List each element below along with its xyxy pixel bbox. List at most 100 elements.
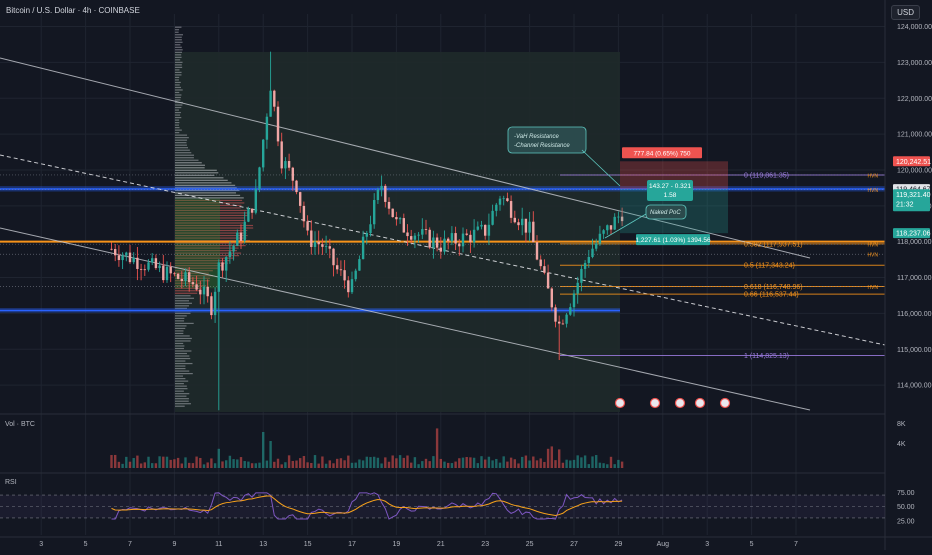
candle-body[interactable] [450, 233, 454, 242]
candle-body[interactable] [269, 90, 272, 117]
candle-body[interactable] [432, 237, 435, 248]
candle-body[interactable] [121, 255, 124, 261]
candle-body[interactable] [465, 233, 468, 235]
candle-body[interactable] [565, 314, 568, 324]
candle-body[interactable] [521, 218, 524, 226]
candle-body[interactable] [487, 224, 491, 236]
candle-body[interactable] [398, 218, 402, 220]
candle-body[interactable] [384, 185, 387, 202]
candle-body[interactable] [424, 229, 428, 230]
candle-body[interactable] [369, 224, 372, 233]
candle-body[interactable] [262, 139, 265, 168]
event-marker-icon[interactable] [649, 397, 661, 409]
candle-body[interactable] [236, 232, 239, 246]
candle-body[interactable] [213, 291, 217, 316]
event-marker-icon[interactable] [614, 397, 626, 409]
candle-body[interactable] [206, 286, 209, 297]
candle-body[interactable] [306, 221, 309, 231]
candle-body[interactable] [550, 288, 553, 308]
candle-body[interactable] [321, 244, 324, 247]
candle-body[interactable] [517, 222, 520, 226]
candle-body[interactable] [188, 272, 191, 283]
candle-body[interactable] [472, 229, 476, 243]
candle-body[interactable] [595, 243, 598, 249]
candle-body[interactable] [591, 248, 594, 258]
candle-body[interactable] [532, 221, 535, 243]
candle-body[interactable] [354, 270, 357, 280]
event-marker-icon[interactable] [674, 397, 686, 409]
candle-body[interactable] [176, 273, 180, 279]
candle-body[interactable] [417, 234, 420, 236]
candle-body[interactable] [572, 293, 576, 308]
candle-body[interactable] [606, 225, 609, 231]
candle-body[interactable] [147, 262, 150, 270]
candle-body[interactable] [421, 229, 424, 235]
candle-body[interactable] [210, 296, 213, 316]
candle-body[interactable] [373, 200, 376, 225]
candle-body[interactable] [569, 307, 572, 315]
candle-body[interactable] [361, 236, 365, 260]
candle-body[interactable] [125, 252, 128, 256]
candle-body[interactable] [250, 208, 254, 213]
candle-body[interactable] [199, 289, 202, 295]
candle-body[interactable] [276, 106, 280, 142]
candle-body[interactable] [413, 235, 417, 240]
candle-body[interactable] [469, 234, 472, 243]
candle-body[interactable] [128, 252, 132, 263]
candle-body[interactable] [617, 216, 620, 218]
candle-body[interactable] [313, 241, 317, 247]
candle-body[interactable] [143, 269, 146, 271]
candle-body[interactable] [395, 217, 398, 220]
candle-body[interactable] [476, 226, 479, 230]
candle-body[interactable] [184, 272, 187, 281]
candle-body[interactable] [491, 210, 494, 225]
candle-body[interactable] [191, 282, 195, 285]
candle-body[interactable] [254, 188, 257, 213]
candle-body[interactable] [328, 246, 331, 249]
candle-body[interactable] [484, 224, 487, 236]
candle-body[interactable] [347, 280, 350, 293]
candle-body[interactable] [339, 269, 343, 271]
candle-body[interactable] [132, 257, 135, 263]
candle-body[interactable] [613, 216, 616, 230]
candle-body[interactable] [169, 266, 172, 274]
candle-body[interactable] [280, 141, 283, 169]
candle-body[interactable] [509, 201, 513, 218]
candle-body[interactable] [310, 230, 313, 247]
candle-body[interactable] [154, 258, 158, 269]
event-marker-icon[interactable] [694, 397, 706, 409]
candle-body[interactable] [195, 284, 198, 290]
candle-body[interactable] [620, 216, 624, 222]
candle-body[interactable] [447, 238, 450, 242]
candle-body[interactable] [273, 90, 276, 107]
candle-body[interactable] [295, 180, 298, 193]
candle-body[interactable] [554, 307, 557, 322]
candle-body[interactable] [265, 116, 269, 140]
candle-body[interactable] [406, 232, 409, 237]
candle-body[interactable] [576, 282, 579, 294]
candle-body[interactable] [162, 265, 165, 281]
candle-body[interactable] [350, 279, 354, 293]
candle-body[interactable] [609, 225, 613, 230]
candle-body[interactable] [165, 266, 169, 281]
candle-body[interactable] [583, 262, 587, 269]
candle-body[interactable] [439, 247, 442, 252]
candle-body[interactable] [110, 248, 113, 250]
candle-body[interactable] [535, 242, 539, 260]
candle-body[interactable] [365, 232, 368, 237]
candle-body[interactable] [299, 192, 302, 206]
candle-body[interactable] [332, 248, 335, 266]
candle-body[interactable] [458, 243, 461, 247]
candle-body[interactable] [561, 323, 565, 325]
candle-body[interactable] [287, 161, 291, 168]
candle-body[interactable] [136, 257, 139, 269]
candle-body[interactable] [380, 185, 383, 190]
candle-body[interactable] [114, 249, 117, 256]
candle-body[interactable] [498, 198, 502, 205]
candle-body[interactable] [602, 230, 605, 234]
candle-body[interactable] [228, 251, 232, 258]
candle-body[interactable] [428, 229, 431, 248]
candle-body[interactable] [461, 233, 465, 247]
candle-body[interactable] [387, 201, 391, 209]
